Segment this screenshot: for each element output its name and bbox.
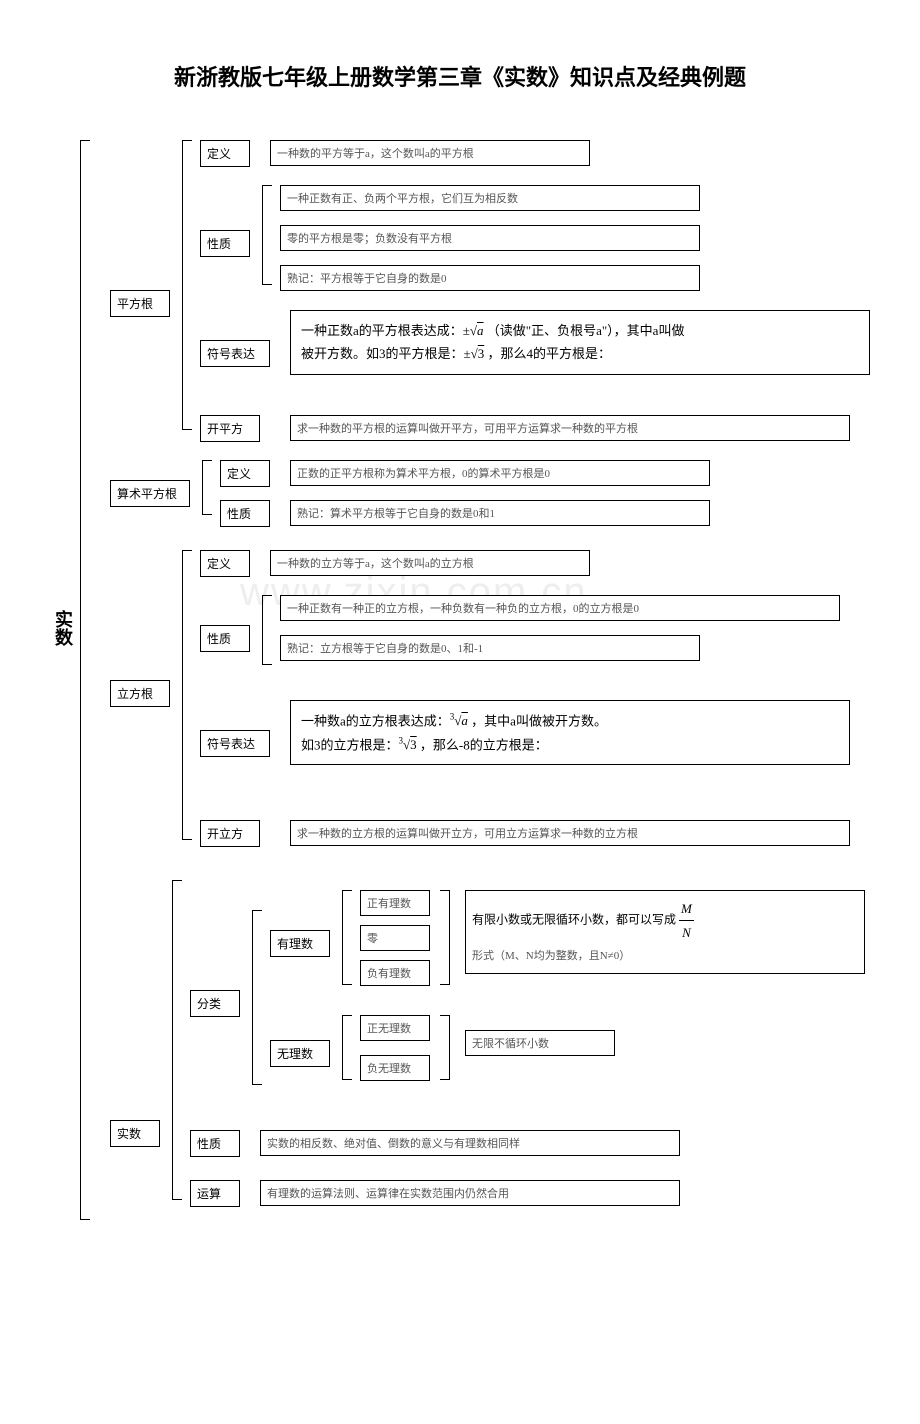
lfg-klf-label: 开立方 — [200, 820, 260, 847]
brace-pfg — [182, 140, 192, 430]
lfg-xz-2: 熟记：立方根等于它自身的数是0、1和-1 — [280, 635, 700, 661]
pfg-dingyi-label: 定义 — [200, 140, 250, 167]
pfg-fuhao-t2a: 被开方数。如3的平方根是：± — [301, 346, 471, 361]
lfg-dy-label: 定义 — [200, 550, 250, 577]
lfg-fh-t1a: 一种数a的立方根表达成： — [301, 713, 450, 728]
yls-d2: 形式（M、N均为整数，且N≠0） — [472, 950, 630, 962]
yls-ling: 零 — [360, 925, 430, 951]
wls-fu: 负无理数 — [360, 1055, 430, 1081]
lfg-fh-label: 符号表达 — [200, 730, 270, 757]
yls-zheng: 正有理数 — [360, 890, 430, 916]
ss-xz-text: 熟记：算术平方根等于它自身的数是0和1 — [290, 500, 710, 526]
lfg-klf-text: 求一种数的立方根的运算叫做开立方，可用立方运算求一种数的立方根 — [290, 820, 850, 846]
ss-xz2-text: 实数的相反数、绝对值、倒数的意义与有理数相同样 — [260, 1130, 680, 1156]
yls-desc: 有限小数或无限循环小数，都可以写成 MN 形式（M、N均为整数，且N≠0） — [465, 890, 865, 974]
node-suanshu: 算术平方根 — [110, 480, 190, 507]
brace-wls — [342, 1015, 352, 1080]
pfg-fuhao-label: 符号表达 — [200, 340, 270, 367]
yls-fu: 负有理数 — [360, 960, 430, 986]
lfg-fh-t2b: ，那么-8的立方根是： — [420, 737, 548, 752]
ss-xz-label: 性质 — [220, 500, 270, 527]
pfg-fuhao-content: 一种正数a的平方根表达成：±√a （读做"正、负根号a"），其中a叫做 被开方数… — [290, 310, 870, 375]
pfg-xz-1: 一种正数有正、负两个平方根，它们互为相反数 — [280, 185, 700, 211]
brace-yls-r — [440, 890, 450, 985]
brace-yls — [342, 890, 352, 985]
ss-ys-label: 运算 — [190, 1180, 240, 1207]
pfg-xz-3: 熟记：平方根等于它自身的数是0 — [280, 265, 700, 291]
wls-desc: 无限不循环小数 — [465, 1030, 615, 1056]
root-brace — [80, 140, 90, 1220]
ss-dy-label: 定义 — [220, 460, 270, 487]
pfg-xingzhi-label: 性质 — [200, 230, 250, 257]
lfg-xz-1: 一种正数有一种正的立方根，一种负数有一种负的立方根，0的立方根是0 — [280, 595, 840, 621]
brace-pfg-xz — [262, 185, 272, 285]
pfg-xz-2: 零的平方根是零；负数没有平方根 — [280, 225, 700, 251]
pfg-fuhao-t1b: （读做"正、负根号a"），其中a叫做 — [487, 323, 685, 338]
brace-lfg — [182, 550, 192, 840]
pfg-fuhao-t2b: ，那么4的平方根是： — [488, 346, 612, 361]
ss-xz2-label: 性质 — [190, 1130, 240, 1157]
brace-fl — [252, 910, 262, 1085]
lfg-dy-text: 一种数的立方等于a，这个数叫a的立方根 — [270, 550, 590, 576]
node-lfg: 立方根 — [110, 680, 170, 707]
pfg-kpf-label: 开平方 — [200, 415, 260, 442]
ss-fl-label: 分类 — [190, 990, 240, 1017]
lfg-xz-label: 性质 — [200, 625, 250, 652]
yls-d1: 有限小数或无限循环小数，都可以写成 — [472, 913, 676, 927]
root-label: 实数 — [50, 610, 76, 646]
ss-dy-text: 正数的正平方根称为算术平方根，0的算术平方根是0 — [290, 460, 710, 486]
wls-zheng: 正无理数 — [360, 1015, 430, 1041]
node-pingfanggen: 平方根 — [110, 290, 170, 317]
sqrt-a: √a — [470, 323, 484, 338]
page-title: 新浙教版七年级上册数学第三章《实数》知识点及经典例题 — [0, 0, 920, 122]
pfg-dingyi-text: 一种数的平方等于a，这个数叫a的平方根 — [270, 140, 590, 166]
brace-wls-r — [440, 1015, 450, 1080]
lfg-fh-t2a: 如3的立方根是： — [301, 737, 399, 752]
lfg-fh-content: 一种数a的立方根表达成：3√a ，其中a叫做被开方数。 如3的立方根是：3√3 … — [290, 700, 850, 765]
frac-mn: MN — [679, 897, 694, 945]
brace-ss2 — [172, 880, 182, 1200]
fl-yls-label: 有理数 — [270, 930, 330, 957]
lfg-fh-t1b: ，其中a叫做被开方数。 — [471, 713, 607, 728]
sqrt-3: √3 — [471, 346, 485, 361]
fl-wls-label: 无理数 — [270, 1040, 330, 1067]
cbrt-3: 3√3 — [399, 737, 417, 752]
pfg-fuhao-t1: 一种正数a的平方根表达成：± — [301, 323, 470, 338]
ss-ys-text: 有理数的运算法则、运算律在实数范围内仍然合用 — [260, 1180, 680, 1206]
node-shishu: 实数 — [110, 1120, 160, 1147]
pfg-kpf-text: 求一种数的平方根的运算叫做开平方，可用平方运算求一种数的平方根 — [290, 415, 850, 441]
brace-lfg-xz — [262, 595, 272, 665]
brace-ss — [202, 460, 212, 515]
cbrt-a: 3√a — [450, 713, 468, 728]
